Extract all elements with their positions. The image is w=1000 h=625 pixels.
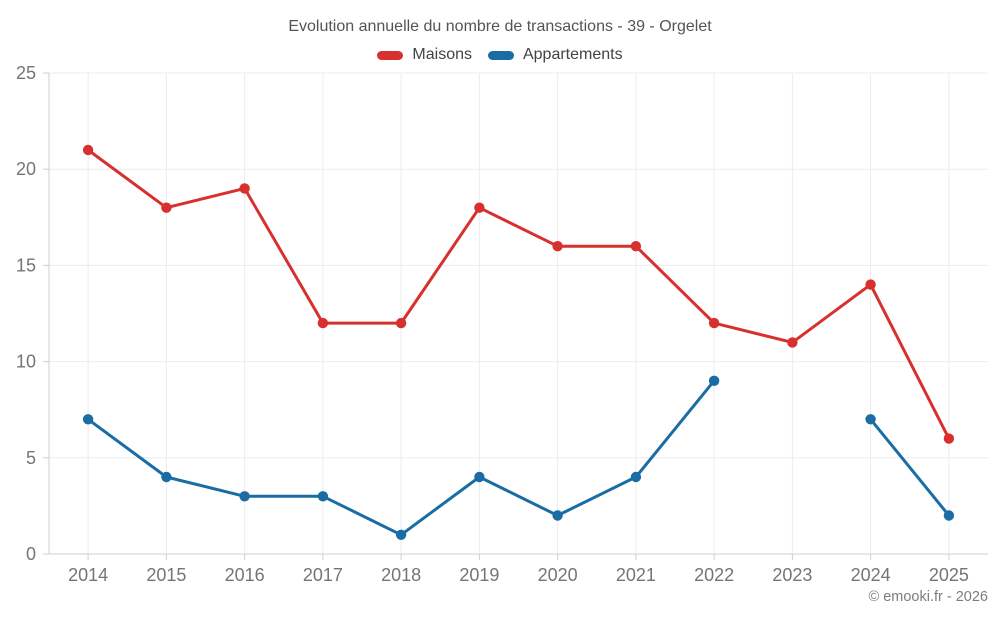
copyright-credit: © emooki.fr - 2026 (868, 589, 988, 605)
y-tick-label: 5 (26, 448, 36, 468)
maisons-series-swatch-icon (377, 50, 404, 60)
data-point-appartements-2015 (161, 471, 172, 483)
x-tick-label: 2020 (538, 565, 578, 585)
x-tick-label: 2016 (225, 565, 265, 585)
y-tick-label: 20 (16, 159, 36, 179)
x-tick-label: 2021 (616, 565, 656, 585)
x-tick-label: 2019 (459, 565, 499, 585)
data-point-appartements-2014 (82, 414, 94, 425)
legend-item-maisons[interactable]: Maisons (377, 46, 472, 64)
x-tick-label: 2018 (381, 565, 421, 585)
y-tick-label: 15 (16, 255, 36, 275)
data-point-maisons-2015 (161, 202, 172, 213)
x-tick-label: 2015 (146, 565, 186, 585)
y-tick-label: 0 (26, 544, 36, 564)
data-point-appartements-2024 (865, 414, 876, 425)
data-point-maisons-2023 (787, 337, 798, 348)
data-point-appartements-2017 (317, 491, 329, 502)
data-point-appartements-2022 (708, 375, 720, 386)
data-point-maisons-2021 (630, 241, 642, 252)
x-tick-label: 2024 (851, 565, 891, 585)
data-point-maisons-2024 (865, 279, 876, 290)
legend-label-maisons: Maisons (412, 46, 472, 63)
y-tick-label: 25 (16, 63, 36, 83)
data-point-appartements-2021 (630, 471, 642, 483)
appartements-series-swatch-icon (487, 50, 514, 60)
x-tick-label: 2014 (68, 565, 108, 585)
x-tick-label: 2017 (303, 565, 343, 585)
data-point-appartements-2019 (474, 471, 485, 483)
data-point-maisons-2020 (552, 241, 563, 252)
x-tick-label: 2025 (929, 565, 969, 585)
data-point-maisons-2016 (239, 183, 250, 194)
chart-title: Evolution annuelle du nombre de transact… (288, 18, 712, 35)
data-point-appartements-2025 (943, 510, 955, 521)
data-point-maisons-2025 (943, 433, 955, 444)
data-point-appartements-2018 (395, 529, 407, 540)
y-tick-label: 10 (16, 352, 36, 372)
legend-item-appartements[interactable]: Appartements (487, 46, 623, 64)
data-point-maisons-2018 (395, 317, 407, 329)
data-point-maisons-2022 (708, 317, 720, 329)
series-line-maisons (86, 148, 951, 441)
x-tick-label: 2023 (772, 565, 812, 585)
data-point-appartements-2016 (239, 491, 250, 502)
data-point-maisons-2017 (317, 317, 329, 329)
legend-label-appartements: Appartements (522, 46, 623, 63)
chart-legend: Maisons Appartements (0, 46, 1000, 64)
x-tick-label: 2022 (694, 565, 734, 585)
data-point-maisons-2019 (474, 202, 485, 213)
data-point-maisons-2014 (82, 144, 94, 156)
data-point-appartements-2020 (552, 510, 563, 521)
